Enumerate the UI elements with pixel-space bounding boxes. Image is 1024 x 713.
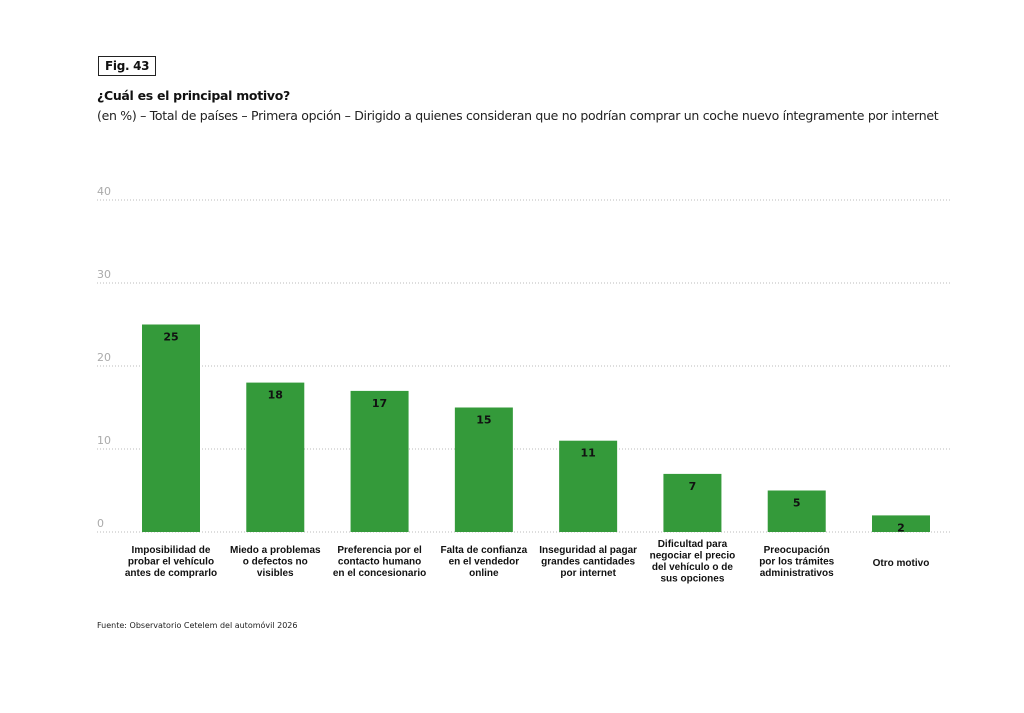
y-tick-label: 10 [97,434,111,447]
bar-value-label: 18 [268,389,283,402]
x-category-label: Dificultad para negociar el precio del veh… [650,539,736,585]
x-category-label-line: online [469,568,499,579]
bar [767,490,826,532]
bar-layer: 25 18 17 15 11 7 5 2 [142,324,930,534]
x-category-label: Preferencia por el contacto humano en el c… [333,545,426,579]
x-category-label-line: del vehículo o de [652,562,734,573]
x-category-label-line: sus opciones [660,574,724,585]
bar-value-label: 25 [163,331,178,344]
x-category-label-line: Imposibilidad de [132,545,211,556]
bar-value-label: 7 [689,480,697,493]
chart-title: ¿Cuál es el principal motivo? [97,88,290,103]
x-category-label-line: en el concesionario [333,568,426,579]
figure-number-badge: Fig. 43 [98,56,157,76]
x-category-label: Miedo a problemas o defectos no visibles [230,545,321,579]
bar [559,440,618,532]
bar [246,382,305,532]
bar [350,390,409,532]
y-tick-label: 20 [97,351,111,364]
x-category-label-line: Miedo a problemas [230,545,321,556]
x-category-label-line: visibles [257,568,294,579]
y-tick-label: 30 [97,268,111,281]
x-category-label-line: grandes cantidades [541,557,635,568]
x-category-label-line: administrativos [760,568,834,579]
x-category-label-line: por internet [560,568,616,579]
x-category-label: Otro motivo [873,558,930,569]
x-category-label-line: Otro motivo [873,558,930,569]
bar [872,515,930,532]
x-category-label-line: o defectos no [243,557,308,568]
x-category-label-line: Falta de confianza [441,545,528,556]
x-category-label-line: contacto humano [338,557,421,568]
x-category-label-line: Preocupación [764,545,830,556]
x-category-label-line: antes de comprarlo [125,568,217,579]
x-category-label: Falta de confianza en el vendedor online [441,545,528,579]
y-tick-label: 40 [97,185,111,198]
bar [663,473,722,532]
bar [454,407,513,532]
x-category-label: Inseguridad al pagar grandes cantidades po… [539,545,637,579]
x-category-label-line: negociar el precio [650,551,736,562]
source-note: Fuente: Observatorio Cetelem del automóv… [97,621,298,630]
y-tick-label: 0 [97,517,104,530]
x-category-label: Imposibilidad de probar el vehículo antes … [125,545,217,579]
bar-value-label: 2 [897,521,905,534]
x-category-label-line: Dificultad para [658,539,728,550]
bar-value-label: 15 [476,414,491,427]
bar [142,324,200,532]
x-category-label-line: Preferencia por el [337,545,422,556]
category-label-layer: Imposibilidad de probar el vehículo antes … [125,539,929,585]
x-category-label: Preocupación por los trámites administrati… [759,545,834,579]
chart-subtitle: (en %) – Total de países – Primera opció… [97,108,939,123]
x-category-label-line: probar el vehículo [128,557,214,568]
bar-value-label: 11 [580,447,595,460]
x-category-label-line: en el vendedor [449,557,520,568]
x-category-label-line: Inseguridad al pagar [539,545,637,556]
bar-value-label: 5 [793,497,801,510]
grid-layer: 0 10 20 30 40 [97,185,951,533]
x-category-label-line: por los trámites [759,557,834,568]
bar-value-label: 17 [372,397,387,410]
